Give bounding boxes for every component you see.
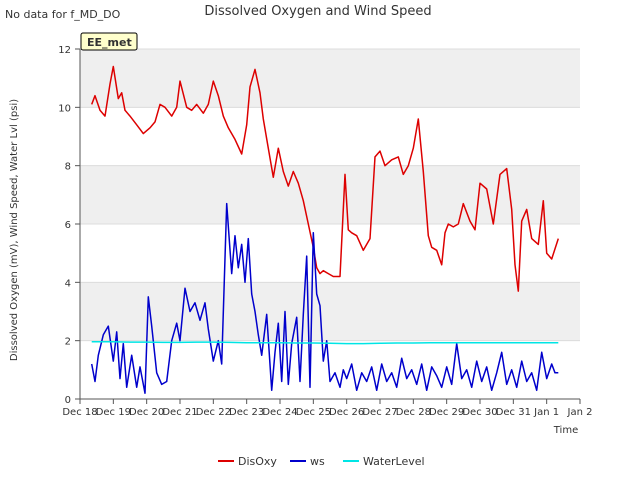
x-tick-label: Jan 1 — [533, 407, 559, 418]
site-badge-box — [80, 32, 138, 51]
series-line-ws — [90, 202, 559, 394]
plot-band — [80, 165, 580, 224]
series-line-disoxy — [90, 65, 560, 292]
legend-label-waterlevel: WaterLevel — [363, 455, 425, 468]
site-badge: EE_met — [80, 32, 138, 51]
x-tick-label: Dec 23 — [229, 407, 264, 418]
x-tick-label: Dec 26 — [329, 407, 364, 418]
series-line-waterlevel — [91, 341, 559, 345]
x-tick-label: Dec 27 — [362, 407, 397, 418]
x-tick-label: Dec 28 — [396, 407, 431, 418]
y-tick-label: 6 — [65, 220, 71, 231]
x-axis-label: Time — [553, 425, 578, 436]
chart-title: Dissolved Oxygen and Wind Speed — [204, 4, 431, 19]
legend-label-ws: ws — [310, 455, 325, 468]
x-tick-label: Dec 21 — [162, 407, 197, 418]
x-tick-label: Dec 31 — [496, 407, 531, 418]
legend: DisOxy ws WaterLevel — [218, 455, 425, 468]
y-tick-label: 0 — [65, 395, 71, 406]
x-tick-label: Dec 18 — [62, 407, 97, 418]
y-tick-label: 10 — [58, 103, 71, 114]
x-tick-label: Dec 19 — [96, 407, 131, 418]
plot-band — [80, 282, 580, 341]
x-tick-label: Dec 30 — [462, 407, 497, 418]
x-tick-label: Dec 25 — [296, 407, 331, 418]
x-tick-label: Dec 29 — [429, 407, 464, 418]
y-tick-label: 8 — [65, 162, 71, 173]
x-tick-label: Jan 2 — [567, 407, 593, 418]
y-axis-label: Dissolved Oxygen (mV), Wind Speed, Water… — [9, 99, 20, 361]
series-lines — [90, 65, 560, 394]
legend-label-disoxy: DisOxy — [238, 455, 277, 468]
y-tick-label: 4 — [65, 278, 71, 289]
x-tick-label: Dec 22 — [196, 407, 231, 418]
y-tick-label: 12 — [58, 45, 71, 56]
plot-band — [80, 49, 580, 108]
site-badge-label: EE_met — [87, 36, 132, 49]
no-data-message: No data for f_MD_DO — [5, 8, 121, 21]
x-tick-label: Dec 20 — [129, 407, 164, 418]
y-tick-label: 2 — [65, 337, 71, 348]
x-tick-label: Dec 24 — [262, 407, 297, 418]
